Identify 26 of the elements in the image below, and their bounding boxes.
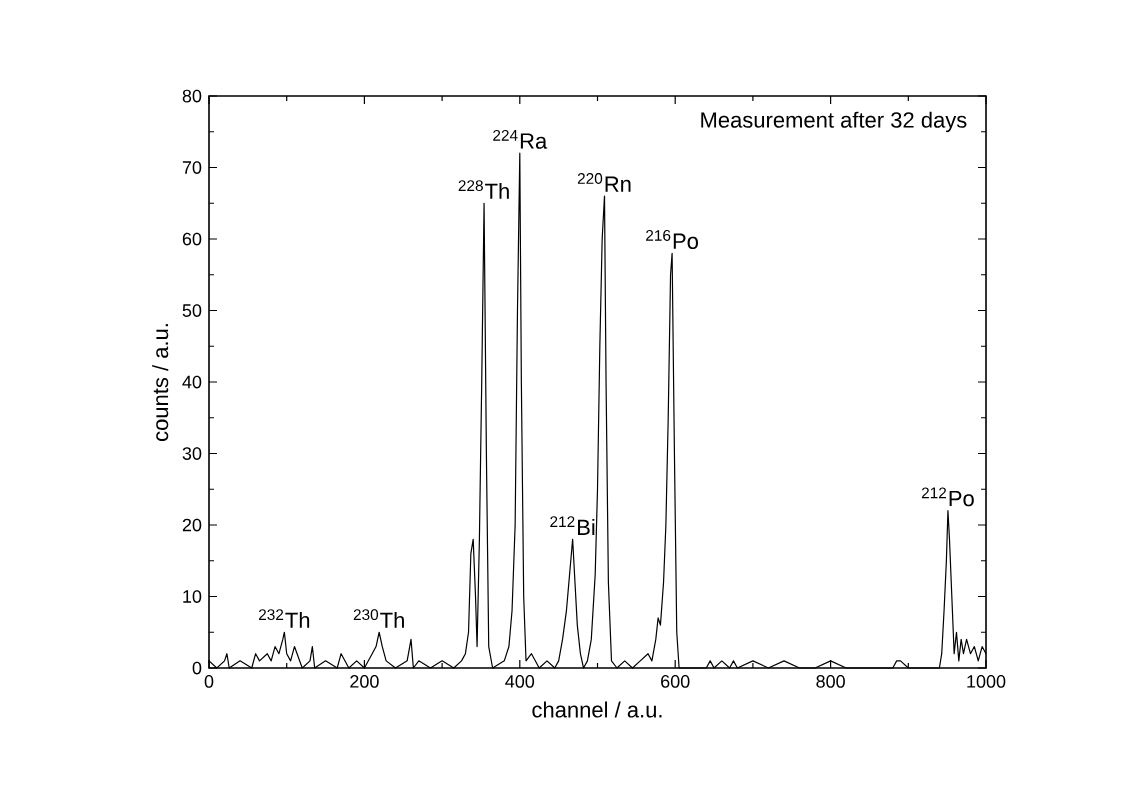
- y-tick-label: 70: [182, 161, 202, 174]
- annotation: $^{230}$Th: [353, 609, 404, 628]
- annotation: $^{228}$Th: [458, 180, 509, 199]
- y-tick-label: 10: [183, 590, 202, 603]
- y-tick-label: 30: [182, 447, 202, 460]
- x-tick-label: 200: [350, 675, 379, 688]
- annotation: $^{232}$Th: [258, 609, 310, 628]
- y-tick-label: 60: [182, 232, 202, 246]
- y-tick-label: 50: [182, 304, 202, 317]
- annotation: $^{224}$Ra: [493, 129, 548, 149]
- annotation: Measurement after 32 days: [701, 111, 967, 133]
- annotation: $^{212}$Bi: [550, 516, 595, 535]
- y-tick-label: 0: [192, 661, 202, 675]
- annotation: $^{212}$Po: [921, 487, 974, 507]
- y-tick-label: 20: [182, 518, 202, 532]
- y-tick-label: 40: [182, 375, 202, 389]
- x-axis-title: channel / a.u.: [532, 701, 662, 718]
- x-tick-label: 400: [505, 675, 535, 688]
- x-tick-label: 0: [204, 675, 214, 688]
- x-tick-label: 1000: [967, 675, 1006, 688]
- x-tick-label: 600: [661, 675, 690, 688]
- y-axis-title: counts / a.u.: [152, 324, 169, 441]
- annotation: $^{216}$Po: [646, 230, 698, 249]
- annotation: $^{220}$Rn: [577, 173, 631, 192]
- y-tick-label: 80: [182, 89, 202, 103]
- x-tick-label: 800: [816, 675, 845, 688]
